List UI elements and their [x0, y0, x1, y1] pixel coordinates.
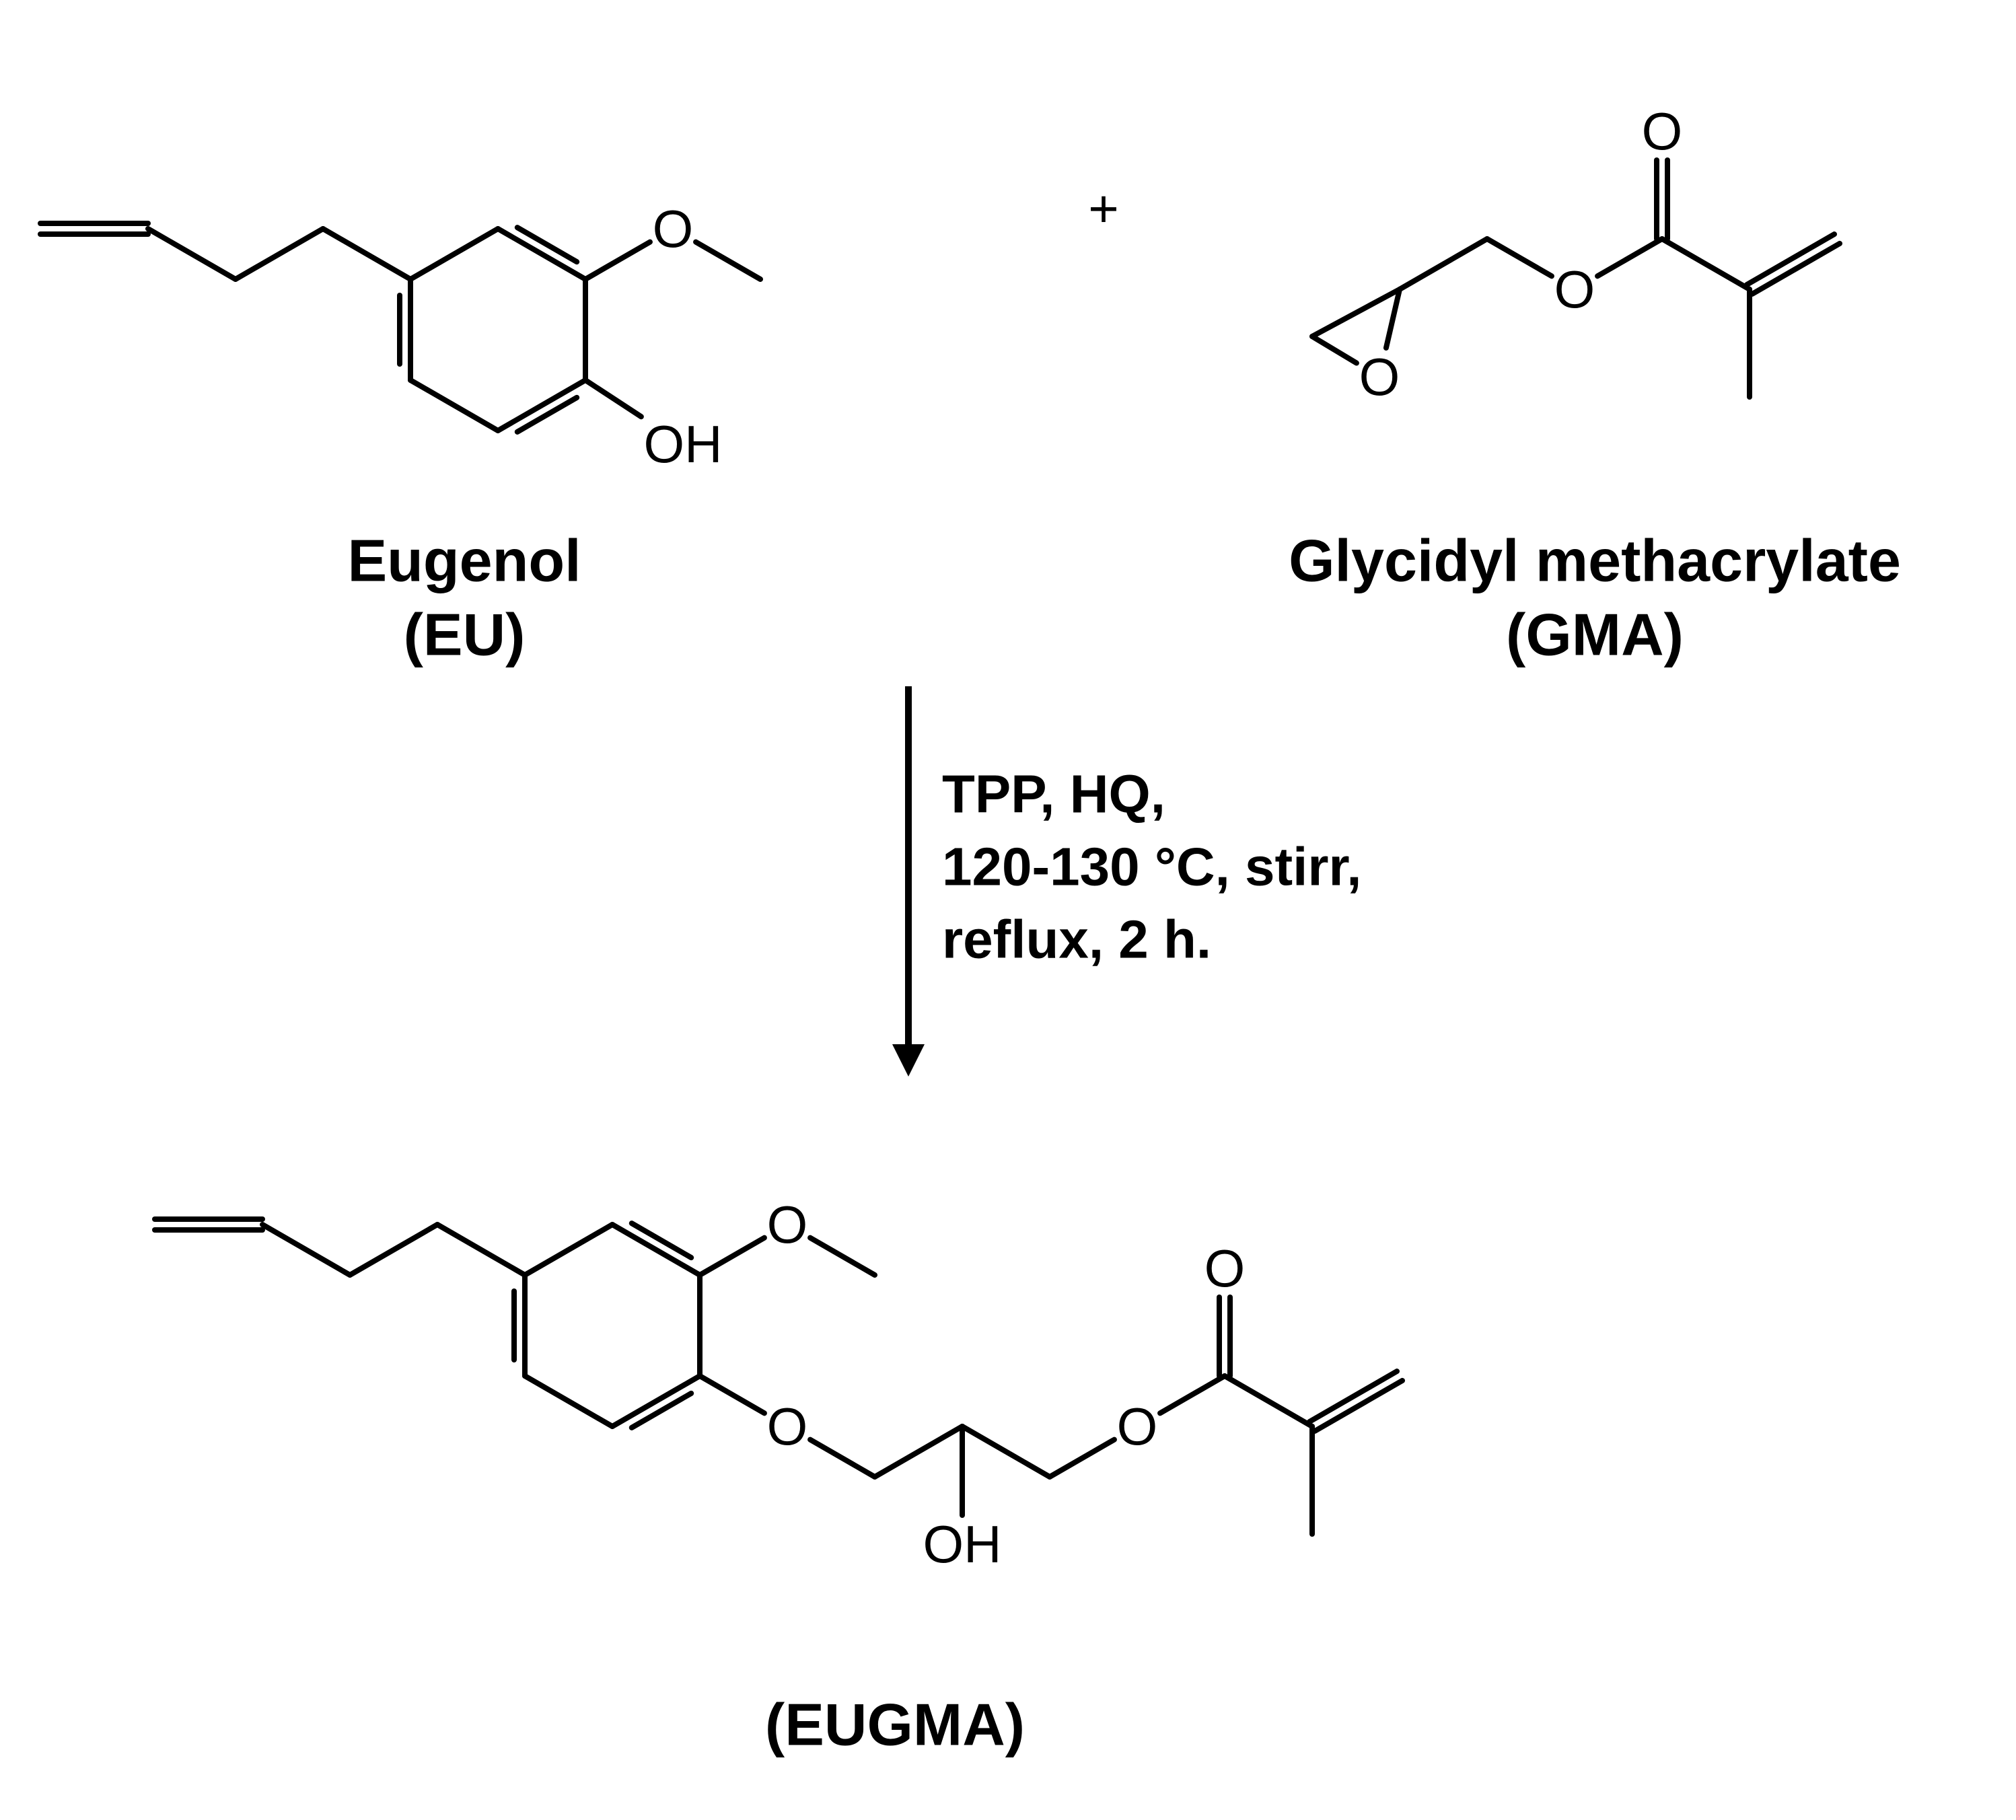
reaction-condition-line: TPP, HQ,	[942, 764, 1165, 824]
atom-label: OH	[923, 1515, 1002, 1574]
atom-label: O	[1642, 102, 1683, 161]
atom-label: O	[1117, 1397, 1158, 1456]
molecule-caption: (EUGMA)	[765, 1691, 1025, 1757]
molecule-caption: (EU)	[404, 601, 526, 667]
reaction-scheme: O OH O O O O O OH O O + TPP, HQ, 120-130 °C, stirr,…	[0, 0, 2016, 1820]
molecule-caption: Glycidyl methacrylate	[1289, 527, 1901, 593]
atom-label: O	[1359, 347, 1400, 406]
reaction-condition-line: reflux, 2 h.	[942, 910, 1211, 970]
plus-sign: +	[1088, 179, 1119, 238]
reaction-condition-line: 120-130 °C, stirr,	[942, 837, 1361, 897]
atom-label: O	[767, 1397, 808, 1456]
atom-label: O	[653, 199, 694, 258]
molecule-caption: Eugenol	[347, 527, 581, 593]
atom-label: OH	[644, 414, 723, 474]
atom-label: O	[1204, 1239, 1246, 1298]
atom-label: O	[1554, 260, 1595, 319]
atom-label: O	[767, 1195, 808, 1254]
molecule-caption: (GMA)	[1506, 601, 1684, 667]
